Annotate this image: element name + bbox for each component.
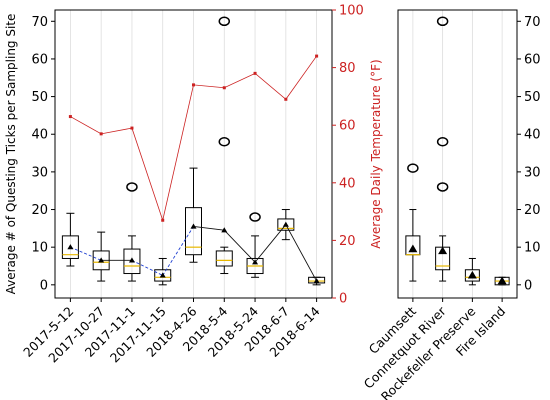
- box-3: [154, 257, 172, 286]
- y-tick-label: 70: [31, 15, 48, 30]
- y2-axis-label: Average Daily Temperature (°F): [369, 59, 383, 248]
- box-iqr: [185, 207, 202, 256]
- mean-line-solid: [223, 229, 256, 263]
- gridlines: [412, 10, 503, 298]
- y2-tick-label: 0: [339, 292, 347, 307]
- box-6: [246, 212, 264, 278]
- mean-line-solid: [254, 224, 287, 263]
- mean-marker: [159, 272, 166, 278]
- mean-line-solid: [285, 224, 318, 282]
- box-5: [215, 16, 233, 275]
- box-iqr: [61, 235, 79, 259]
- temperature-point: [253, 71, 257, 75]
- outlier-point: [218, 16, 231, 27]
- y-tick-label: 20: [524, 203, 541, 218]
- box-7: [277, 209, 295, 241]
- temperature-point: [130, 126, 134, 130]
- mean-marker: [313, 278, 320, 284]
- outlier-point: [436, 137, 449, 147]
- mean-line-solid: [193, 226, 225, 231]
- mean-line-dashed: [70, 246, 102, 261]
- box-4: [185, 167, 202, 263]
- box-iqr: [215, 250, 233, 267]
- plot-content: [405, 16, 510, 286]
- outlier-point: [126, 182, 138, 192]
- outlier-point: [436, 16, 449, 27]
- box-0: [405, 163, 421, 282]
- box-1: [435, 16, 451, 282]
- y2-tick-label: 60: [339, 119, 356, 134]
- mean-marker: [438, 246, 448, 255]
- x-axis-dates: 2017-5-122017-10-272017-11-12017-11-1520…: [20, 298, 323, 365]
- y2-tick-label: 20: [339, 234, 356, 249]
- y-axis-label: Average # of Questing Ticks per Sampling…: [4, 14, 18, 295]
- mean-marker: [252, 259, 259, 265]
- gridlines: [69, 10, 318, 298]
- mean-marker: [467, 270, 477, 279]
- mean-line-dashed: [162, 226, 194, 276]
- temperature-point: [161, 218, 165, 222]
- plot-frame: [397, 9, 518, 299]
- outlier-point: [407, 163, 419, 173]
- outlier-point: [249, 212, 261, 222]
- y-tick-label: 30: [31, 165, 48, 180]
- box-iqr: [123, 248, 141, 275]
- temperature-point: [284, 97, 288, 101]
- y-tick-label: 40: [524, 128, 541, 143]
- y-tick-label: 30: [524, 165, 541, 180]
- y2-tick-label: 80: [339, 61, 356, 76]
- y-axis-temperature: 0 20 40 60 80 100: [332, 4, 364, 307]
- y-tick-label: 50: [31, 90, 48, 105]
- temperature-point: [99, 132, 103, 136]
- y-tick-label: 10: [31, 241, 48, 256]
- box-2: [123, 182, 141, 282]
- y-tick-label: 20: [31, 203, 48, 218]
- mean-marker: [67, 244, 74, 250]
- mean-marker: [98, 257, 105, 263]
- y-tick-label: 60: [524, 52, 541, 67]
- y2-tick-label: 100: [339, 4, 364, 19]
- mean-marker: [190, 223, 197, 229]
- box-iqr: [277, 218, 295, 231]
- y-tick-label: 60: [31, 52, 48, 67]
- y-tick-label: 40: [31, 128, 48, 143]
- mean-line-dashed: [131, 259, 163, 276]
- y-tick-label: 0: [524, 278, 532, 293]
- temperature-point: [222, 86, 226, 90]
- mean-marker: [408, 244, 418, 253]
- outlier-point: [218, 137, 231, 147]
- box-0: [61, 212, 79, 267]
- outlier-point: [436, 182, 449, 192]
- panel-by-date: 0 10 20 30 40 50 60 70 0 20 40 60 80 100 2017-5-1220…: [4, 4, 383, 366]
- box-iqr: [154, 269, 172, 282]
- temperature-point: [315, 54, 319, 58]
- mean-marker: [282, 221, 289, 227]
- y-tick-label: 10: [524, 241, 541, 256]
- mean-marker: [221, 227, 228, 233]
- mean-marker: [497, 276, 507, 285]
- plot-content: [61, 16, 326, 286]
- box-iqr: [464, 269, 480, 282]
- temperature-point: [192, 83, 195, 87]
- y-tick-label: 70: [524, 15, 541, 30]
- mean-marker: [128, 257, 135, 263]
- y-tick-label: 0: [40, 278, 48, 293]
- y-axis-right: 0 10 20 30 40 50 60 70: [517, 15, 541, 293]
- y2-tick-label: 40: [339, 176, 356, 191]
- temperature-point: [68, 115, 72, 119]
- y-axis-left: 0 10 20 30 40 50 60 70: [31, 15, 55, 293]
- y-tick-label: 50: [524, 90, 541, 105]
